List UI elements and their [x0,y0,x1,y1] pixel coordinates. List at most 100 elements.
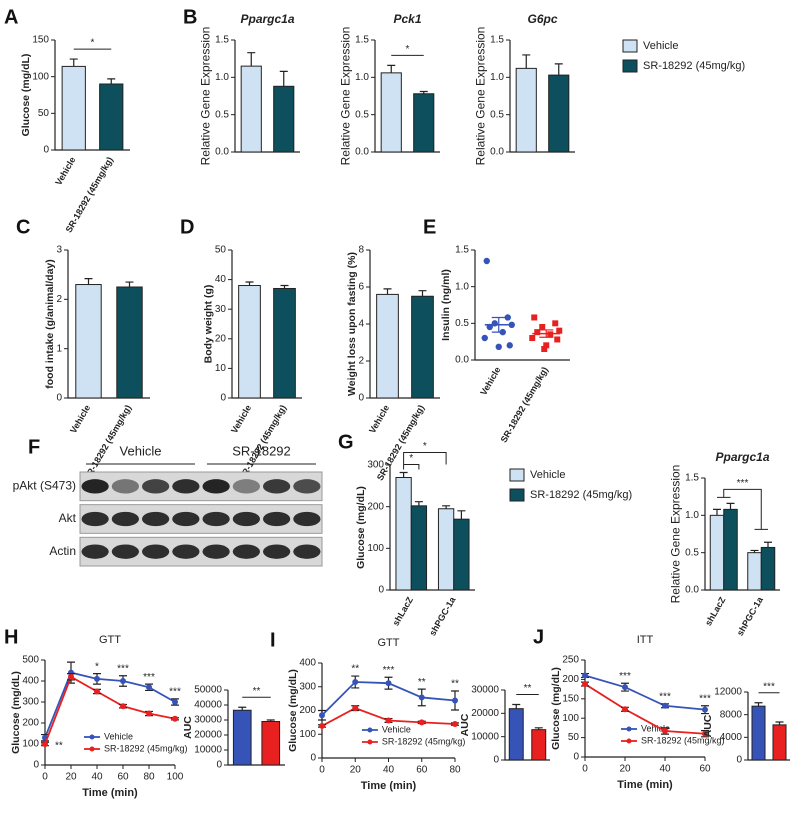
x-tick-label: Vehicle [53,155,77,187]
dot [541,346,548,352]
y-tick-label: 0.0 [355,147,369,158]
y-tick-label: 3 [56,245,62,256]
y-tick-label: 30 [215,304,227,315]
bar [760,546,776,591]
y-tick-label: 200 [22,718,39,729]
y-tick-label: 0.5 [490,109,504,120]
y-tick-label: 200 [299,705,316,716]
y-axis-label: AUC [182,716,194,739]
y-tick-label: 1.0 [355,72,369,83]
dot [552,320,559,327]
y-tick-label: 30000 [194,715,222,726]
band [172,544,200,559]
panel-label: A [4,6,18,28]
x-tick-label: 20 [65,772,77,783]
chart-title: G6pc [527,12,557,26]
point [94,675,100,682]
band [111,479,139,494]
y-tick-label: 20000 [471,708,499,719]
legend-swatch [622,39,638,53]
y-tick-label: 1.0 [455,281,469,292]
bar [772,724,787,761]
y-tick-label: 50 [568,732,580,743]
y-tick-label: 1.5 [490,35,504,46]
bar [747,552,762,591]
y-tick-label: 0 [43,145,49,156]
chart-title: ITT [637,634,654,646]
error-bar [245,281,254,286]
y-tick-label: 0.5 [455,318,469,329]
significance-bracket [403,464,420,470]
band [293,479,321,494]
y-tick-label: 4000 [720,732,743,743]
point [146,710,152,717]
y-tick-label: 0.5 [215,109,229,120]
x-tick-label: Vehicle [367,403,391,435]
error-bar [84,278,93,285]
band [81,511,109,527]
significance-label: *** [737,478,749,489]
y-axis-label: food intake (g/animal/day) [44,259,56,389]
dot [539,324,546,330]
x-tick-label: shLacZ [703,595,728,628]
y-tick-label: 0.0 [455,355,469,366]
point [582,672,588,679]
error-bar [754,702,763,707]
row-label: Akt [59,511,77,525]
y-axis-label: AUC [702,714,714,737]
band [172,511,200,527]
y-axis-label: AUC [459,713,471,736]
group-label: Vehicle [120,443,162,458]
band [172,479,200,494]
significance-label: ** [451,679,459,690]
band [263,544,291,559]
y-tick-label: 10000 [471,731,499,742]
y-axis-label: Relative Gene Expression [473,27,487,166]
band [202,479,230,494]
x-tick-label: shPGC-1a [427,594,458,637]
y-tick-label: 8 [358,245,364,256]
y-tick-label: 500 [22,655,39,666]
error-bar [69,58,78,67]
point [319,722,325,729]
legend-swatch [622,59,638,73]
point [452,721,458,728]
error-bar [418,290,427,297]
legend-label: SR-18292 (45mg/kg) [382,736,466,746]
y-tick-label: 0.0 [685,585,699,596]
y-tick-label: 1.5 [355,35,369,46]
significance-label: *** [117,663,129,674]
legend-label: SR-18292 (45mg/kg) [641,735,725,745]
y-tick-label: 100 [367,543,384,554]
y-tick-label: 0 [736,755,742,766]
point [319,712,325,719]
chart-title: Ppargc1a [240,12,294,26]
error-bar [457,510,466,520]
dot [529,335,536,341]
error-bar [775,721,784,725]
error-bar [442,505,451,509]
bar [709,514,725,591]
significance-label: ** [351,664,359,675]
legend-label: Vehicle [104,731,133,741]
error-bar [414,501,423,506]
bar [380,72,402,153]
significance-label: *** [619,671,631,682]
x-axis-label: Time (min) [361,780,417,792]
dot [506,342,513,349]
legend-marker [626,738,632,744]
x-tick-label: Vehicle [229,403,253,435]
significance-label: * [95,661,99,672]
error-bar [713,508,721,516]
dot [556,327,563,334]
point [385,717,392,724]
band [293,511,321,527]
y-tick-label: 0.0 [490,147,504,158]
x-tick-label: 80 [143,772,155,783]
point [94,688,100,695]
point [702,730,708,737]
legend-swatch [509,488,525,502]
error-bar [726,502,735,510]
band [232,479,260,494]
y-tick-label: 100 [299,729,316,740]
